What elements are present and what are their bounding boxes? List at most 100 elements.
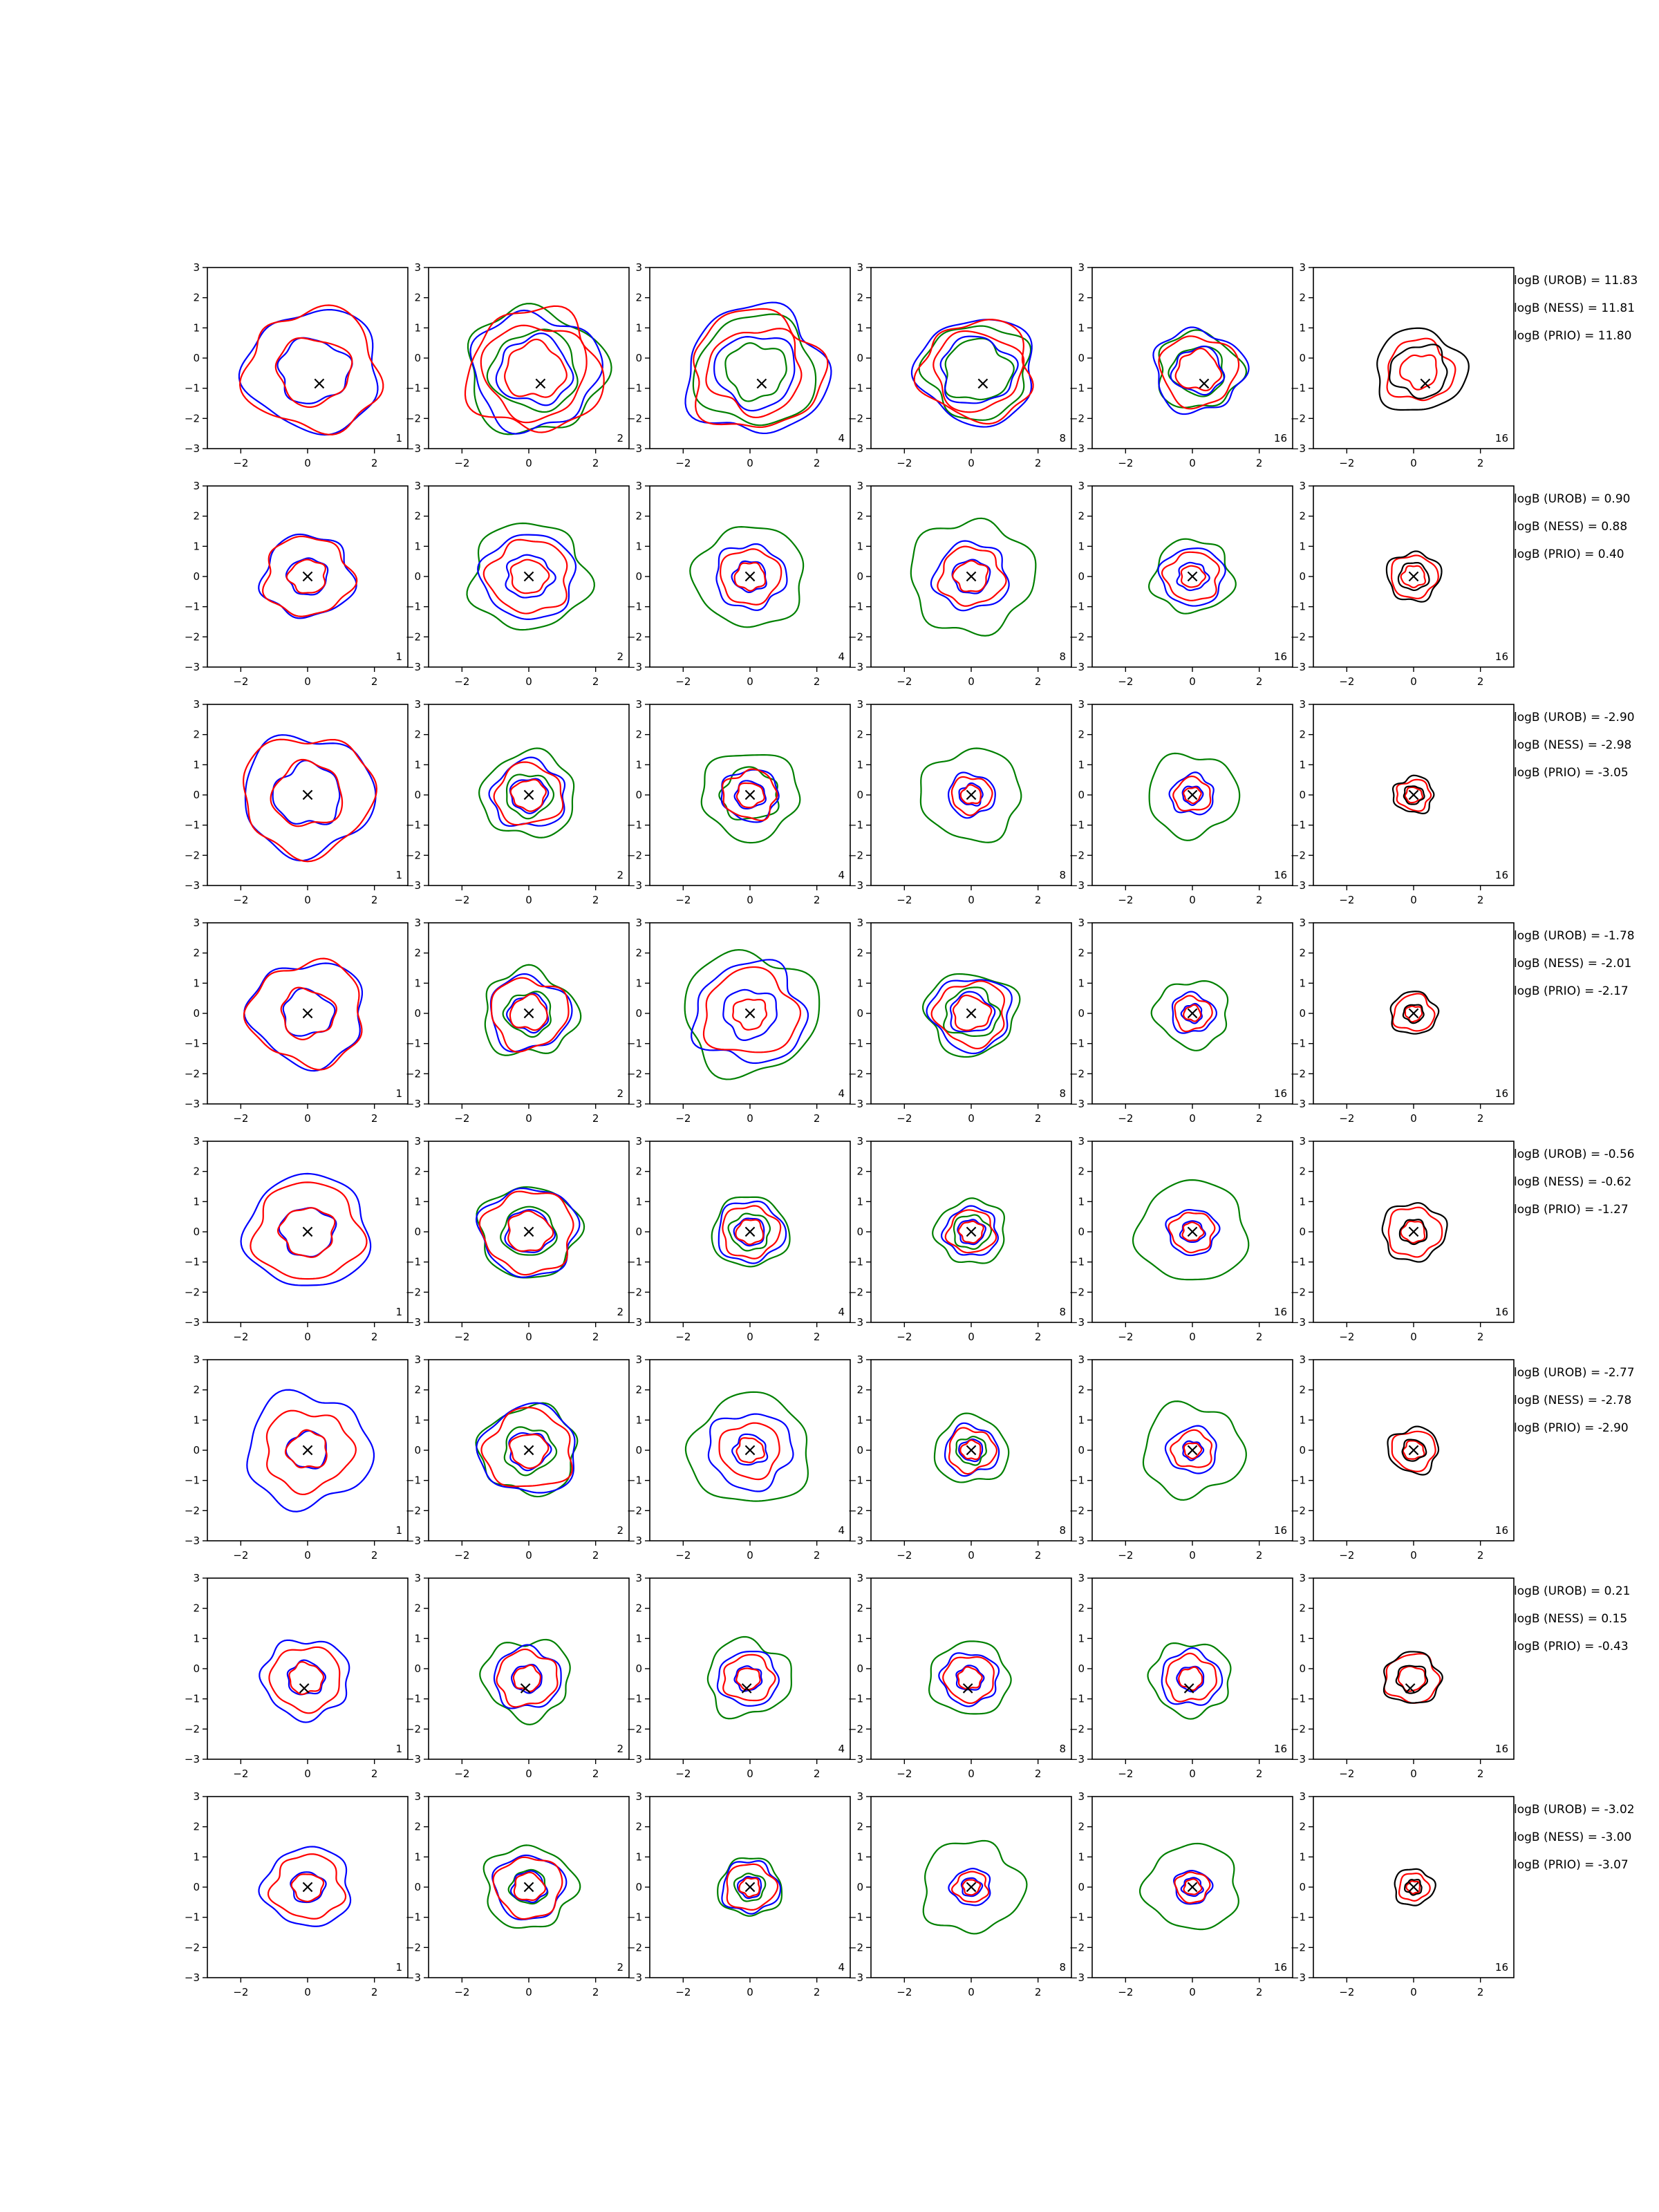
contour-group: [1391, 774, 1435, 814]
y-tick-label: 0: [193, 1226, 200, 1238]
y-tick-label: −1: [1069, 1256, 1085, 1268]
contour-green: [700, 754, 801, 844]
contour-group: [1150, 980, 1229, 1051]
y-tick-label: −1: [1291, 1474, 1306, 1487]
y-tick-label: −2: [1291, 1067, 1306, 1080]
contour-group: [240, 1172, 372, 1286]
contour-red: [718, 1422, 780, 1481]
y-tick-label: 2: [635, 1165, 642, 1178]
y-tick-label: 1: [193, 321, 200, 334]
contour-blue: [944, 1422, 1000, 1477]
x-tick-label: 2: [1477, 1112, 1484, 1125]
y-tick-label: 0: [856, 570, 863, 583]
logb-annotation: logB (PRIO) = -0.43: [1514, 1640, 1629, 1653]
column-label: 1: [395, 1524, 402, 1537]
y-tick-label: 1: [1078, 1414, 1085, 1426]
y-tick-label: 3: [414, 1572, 421, 1584]
y-tick-label: 3: [856, 1572, 863, 1584]
y-tick-label: 2: [1299, 1165, 1306, 1178]
contour-blue: [504, 1209, 556, 1253]
logb-annotations-r8: logB (UROB) = -3.02 logB (NESS) = -3.00 lo…: [1514, 1803, 1635, 1872]
y-tick-label: 1: [414, 1414, 421, 1426]
y-tick-label: −1: [406, 1256, 421, 1268]
y-tick-label: 3: [1078, 1353, 1085, 1366]
y-tick-label: −1: [627, 1693, 642, 1705]
y-tick-label: 1: [193, 1195, 200, 1208]
y-tick-label: 2: [635, 1384, 642, 1396]
y-tick-label: 2: [635, 947, 642, 959]
contour-green: [689, 526, 805, 628]
y-tick-label: 3: [414, 261, 421, 274]
y-tick-label: 0: [856, 789, 863, 801]
y-tick-label: −3: [1291, 442, 1306, 455]
y-tick-label: −3: [185, 1971, 200, 1984]
y-tick-label: 0: [193, 789, 200, 801]
y-tick-label: −1: [627, 1911, 642, 1924]
contour-red: [250, 1181, 368, 1280]
contour-red: [1181, 1221, 1205, 1241]
x-tick-label: 2: [1477, 675, 1484, 688]
contour-green: [711, 1196, 791, 1268]
y-tick-label: 3: [635, 698, 642, 711]
center-marker: ×: [1185, 1221, 1200, 1242]
y-tick-label: 3: [414, 1353, 421, 1366]
y-tick-label: −2: [1069, 1504, 1085, 1517]
y-tick-label: 0: [635, 1444, 642, 1456]
y-tick-label: 2: [414, 1602, 421, 1615]
y-tick-label: 2: [1299, 947, 1306, 959]
contour-red: [493, 761, 564, 826]
y-tick-label: −1: [848, 1693, 863, 1705]
x-tick-label: 0: [1410, 894, 1417, 906]
contour-group: [1152, 326, 1250, 415]
center-marker: ×: [521, 566, 536, 587]
contour-red: [957, 1220, 984, 1244]
contour-red: [262, 535, 358, 617]
x-tick-label: 0: [747, 1768, 753, 1780]
column-label: 4: [838, 1743, 845, 1755]
contour-blue: [1179, 1220, 1206, 1243]
contour-blue: [1180, 1002, 1203, 1024]
logb-annotation: logB (UROB) = 0.90: [1514, 492, 1630, 506]
y-tick-label: 0: [1299, 1662, 1306, 1675]
column-label: 16: [1274, 1961, 1287, 1974]
contour-group: [478, 747, 575, 838]
y-tick-label: 1: [414, 1632, 421, 1644]
column-label: 1: [395, 1087, 402, 1100]
x-tick-label: 2: [371, 457, 378, 469]
column-label: 1: [395, 1306, 402, 1318]
x-tick-label: 2: [1035, 1986, 1042, 1998]
contour-red: [280, 986, 337, 1040]
contour-blue: [733, 780, 767, 810]
contour-blue: [958, 782, 984, 807]
contour-black: [1389, 991, 1440, 1035]
contour-blue: [1164, 1425, 1217, 1474]
x-tick-label: −2: [675, 894, 691, 906]
x-tick-label: 0: [747, 1986, 753, 1998]
y-tick-label: 1: [635, 1632, 642, 1644]
contour-blue: [684, 301, 832, 435]
y-tick-label: −1: [185, 819, 200, 832]
x-tick-label: 2: [1256, 1112, 1263, 1125]
column-label: 1: [395, 1743, 402, 1755]
y-tick-label: 0: [193, 352, 200, 364]
y-tick-label: 3: [635, 480, 642, 492]
y-tick-label: 1: [414, 1850, 421, 1863]
axes-frame: [207, 1577, 409, 1760]
x-tick-label: −2: [1339, 1986, 1354, 1998]
center-marker: ×: [1197, 373, 1212, 394]
y-tick-label: 2: [193, 1602, 200, 1615]
y-tick-label: 1: [1078, 321, 1085, 334]
y-tick-label: 3: [1078, 1135, 1085, 1147]
subplot-r5-c1: × −2 0 2 3 2 1 0 −1 −2 −3 1: [185, 1135, 409, 1343]
y-tick-label: 1: [193, 540, 200, 552]
y-tick-label: −1: [1069, 1693, 1085, 1705]
center-marker: ×: [300, 566, 315, 587]
contour-blue: [955, 1665, 985, 1691]
y-tick-label: 3: [1078, 698, 1085, 711]
y-tick-label: 2: [635, 1602, 642, 1615]
contour-green: [478, 747, 575, 838]
logb-annotation: logB (NESS) = -2.78: [1514, 1394, 1631, 1407]
contour-red: [496, 1648, 559, 1708]
y-tick-label: 0: [193, 1444, 200, 1456]
contour-red: [732, 998, 768, 1031]
